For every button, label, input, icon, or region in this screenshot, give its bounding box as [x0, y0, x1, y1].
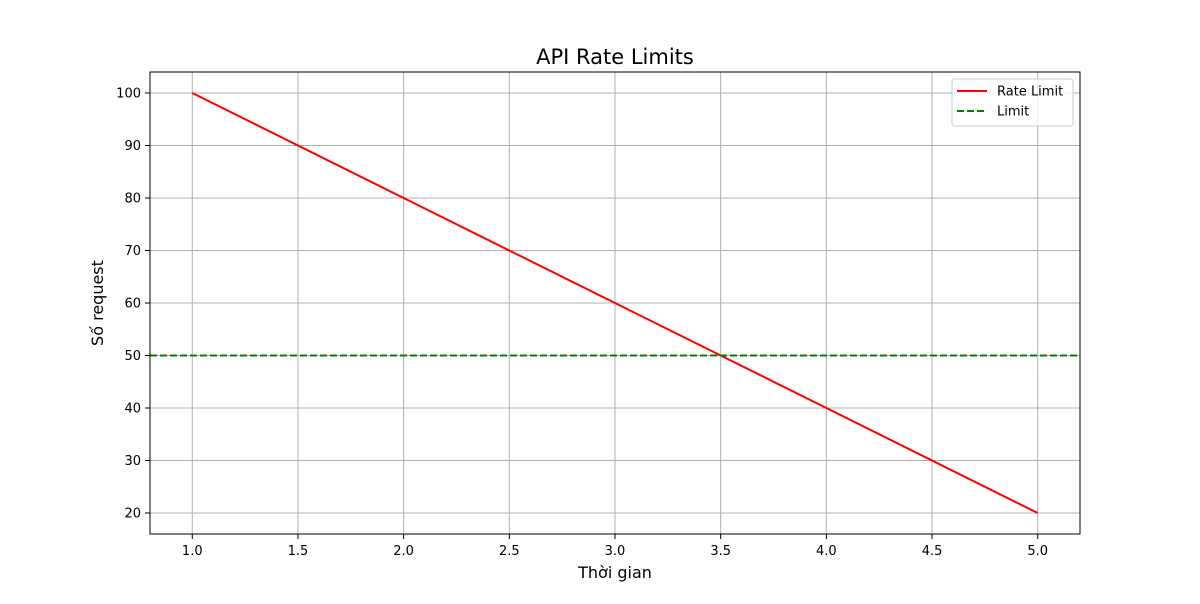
x-tick-label: 1.5: [288, 544, 309, 559]
y-tick-label: 70: [124, 244, 141, 259]
ticks: 1.0 1.5 2.0 2.5 3.0 3.5 4.0 4.5 5.0 20 30 40 50 60 70 8…: [116, 87, 1048, 560]
x-axis-title: Thời gian: [577, 563, 652, 582]
x-tick-label: 2.5: [499, 544, 520, 559]
x-tick-label: 5.0: [1027, 544, 1048, 559]
y-tick-label: 90: [124, 139, 141, 154]
x-tick-label: 1.0: [182, 544, 203, 559]
chart-title: API Rate Limits: [536, 45, 694, 69]
legend-entry-limit: Limit: [997, 105, 1029, 120]
series-line-rate-limit: [191, 92, 1039, 514]
x-tick-label: 2.0: [393, 544, 414, 559]
x-tick-label: 3.5: [710, 544, 731, 559]
y-tick-label: 40: [124, 402, 141, 417]
y-axis-title: Số request: [88, 260, 107, 346]
x-tick-label: 4.5: [922, 544, 943, 559]
y-tick-label: 100: [116, 87, 141, 102]
y-tick-label: 50: [124, 349, 141, 364]
x-tick-label: 4.0: [816, 544, 837, 559]
legend-entry-rate-limit: Rate Limit: [997, 85, 1063, 100]
y-tick-label: 80: [124, 192, 141, 207]
y-tick-label: 20: [124, 507, 141, 522]
series-layer: [150, 92, 1080, 514]
y-tick-label: 60: [124, 297, 141, 312]
y-tick-label: 30: [124, 454, 141, 469]
legend: Rate Limit Limit: [951, 78, 1074, 127]
x-tick-label: 3.0: [605, 544, 626, 559]
